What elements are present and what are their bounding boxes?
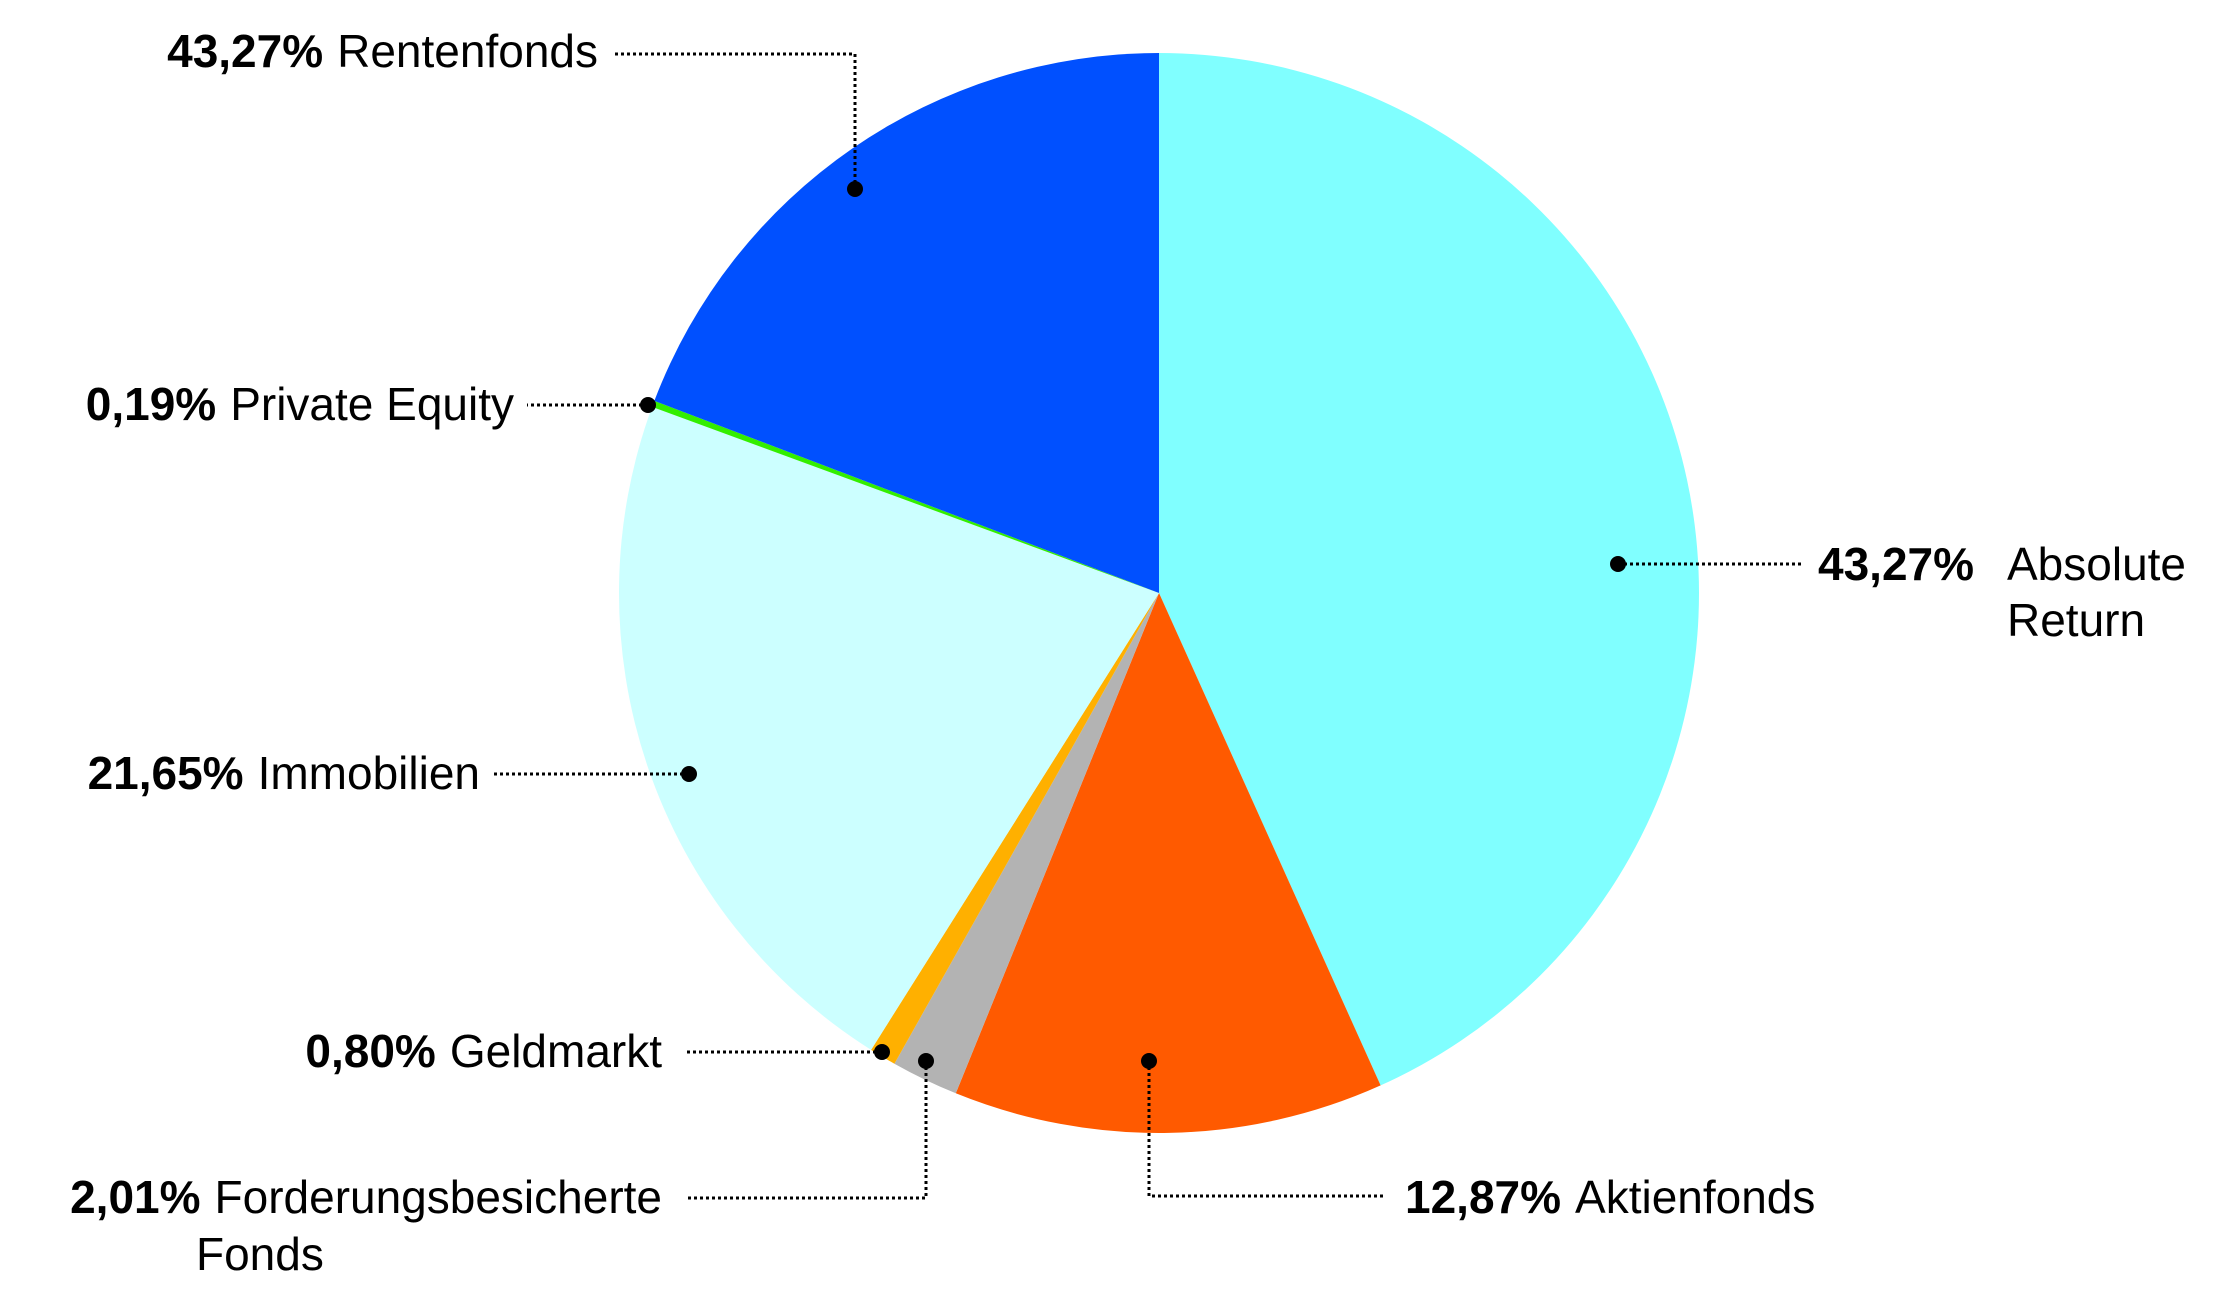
pie-slices (618, 53, 1700, 1134)
leader-dot-private-equity (640, 397, 656, 413)
label-forderungsbesicherte-fonds-line2: Fonds (196, 1228, 324, 1280)
pie-slice-forderungsbesicherte-fonds (894, 593, 1159, 1094)
label-absolute-return: 43,27% Absolute (1818, 538, 2186, 590)
pie-slice-rentenfonds (654, 53, 1159, 593)
slice-labels: 43,27% Absolute Return 12,87% Aktienfonds … (70, 25, 2186, 1280)
leader-dot-geldmarkt (874, 1044, 890, 1060)
leader-dot-aktienfonds (1141, 1053, 1157, 1069)
pie-slice-immobilien (618, 406, 1159, 1050)
leader-lines (493, 52, 1804, 1200)
leader-dot-absolute-return (1610, 556, 1626, 572)
leader-line-forderungsbesicherte-fonds (685, 1061, 928, 1200)
leader-dot-immobilien (681, 766, 697, 782)
label-forderungsbesicherte-fonds: 2,01% Forderungsbesicherte (70, 1171, 662, 1223)
pie-slice-aktienfonds (955, 593, 1381, 1134)
pie-slice-absolute-return (1159, 53, 1700, 1086)
label-private-equity: 0,19% Private Equity (86, 378, 514, 430)
pie-slice-private-equity (652, 400, 1159, 593)
label-immobilien: 21,65% Immobilien (88, 747, 480, 799)
label-rentenfonds: 43,27% Rentenfonds (167, 25, 598, 77)
label-absolute-return-line2: Return (2007, 594, 2145, 646)
leader-line-aktienfonds (1147, 1061, 1383, 1198)
label-geldmarkt: 0,80% Geldmarkt (305, 1025, 662, 1077)
pie-slice-geldmarkt (871, 593, 1159, 1064)
leader-dot-forderungsbesicherte-fonds (918, 1053, 934, 1069)
leader-dot-rentenfonds (847, 181, 863, 197)
label-aktienfonds: 12,87% Aktienfonds (1405, 1171, 1815, 1223)
leader-line-rentenfonds (614, 52, 857, 189)
